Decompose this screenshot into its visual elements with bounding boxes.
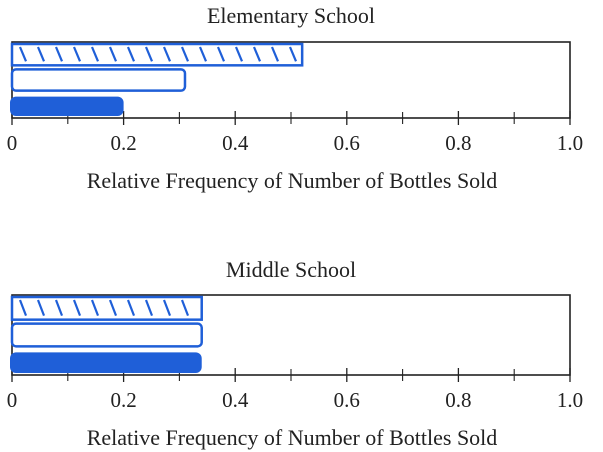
hatch	[108, 299, 118, 317]
bar	[10, 68, 187, 92]
hatch	[252, 46, 262, 62]
x-tick-label: 0.2	[110, 131, 136, 155]
bar	[10, 322, 203, 348]
hatch	[216, 46, 226, 62]
hatch	[162, 46, 172, 62]
hatch	[108, 46, 118, 62]
bar-group	[10, 68, 187, 92]
hatch	[90, 46, 100, 62]
hatch	[90, 299, 100, 317]
bar-group	[10, 42, 304, 67]
bar	[10, 96, 124, 116]
x-tick-label: 0.6	[334, 388, 360, 412]
hatch	[72, 299, 82, 317]
x-tick-label: 1.0	[557, 388, 583, 412]
hatch	[288, 46, 298, 62]
hatch	[198, 46, 208, 62]
bar	[10, 295, 203, 321]
chart-title: Elementary School	[207, 3, 375, 28]
x-axis-label: Relative Frequency of Number of Bottles …	[87, 168, 498, 193]
bar-group	[10, 96, 124, 116]
hatch	[18, 46, 28, 62]
hatch	[54, 46, 64, 62]
hatch	[126, 46, 136, 62]
hatch	[180, 46, 190, 62]
bar-group	[10, 295, 203, 321]
hatch	[72, 46, 82, 62]
x-tick-label: 0	[7, 388, 18, 412]
x-tick-label: 0.8	[445, 388, 471, 412]
hatch	[144, 46, 154, 62]
bar-group	[10, 352, 202, 373]
hatch	[234, 46, 244, 62]
hatch	[270, 46, 280, 62]
x-tick-label: 0.4	[222, 388, 249, 412]
bar-group	[10, 322, 203, 348]
x-tick-label: 0.8	[445, 131, 471, 155]
hatch	[144, 299, 154, 317]
x-axis-label: Relative Frequency of Number of Bottles …	[87, 425, 498, 450]
x-tick-label: 0.6	[334, 131, 360, 155]
hatch	[36, 46, 46, 62]
hatch	[36, 299, 46, 317]
hatch	[162, 299, 172, 317]
x-tick-label: 0.2	[110, 388, 136, 412]
bar	[10, 42, 304, 67]
x-tick-label: 1.0	[557, 131, 583, 155]
x-tick-label: 0.4	[222, 131, 249, 155]
hatch	[18, 299, 28, 317]
hatch	[180, 299, 190, 317]
hatch	[54, 299, 64, 317]
x-tick-label: 0	[7, 131, 18, 155]
hatch	[126, 299, 136, 317]
chart-title: Middle School	[226, 257, 356, 282]
bar	[10, 352, 202, 373]
